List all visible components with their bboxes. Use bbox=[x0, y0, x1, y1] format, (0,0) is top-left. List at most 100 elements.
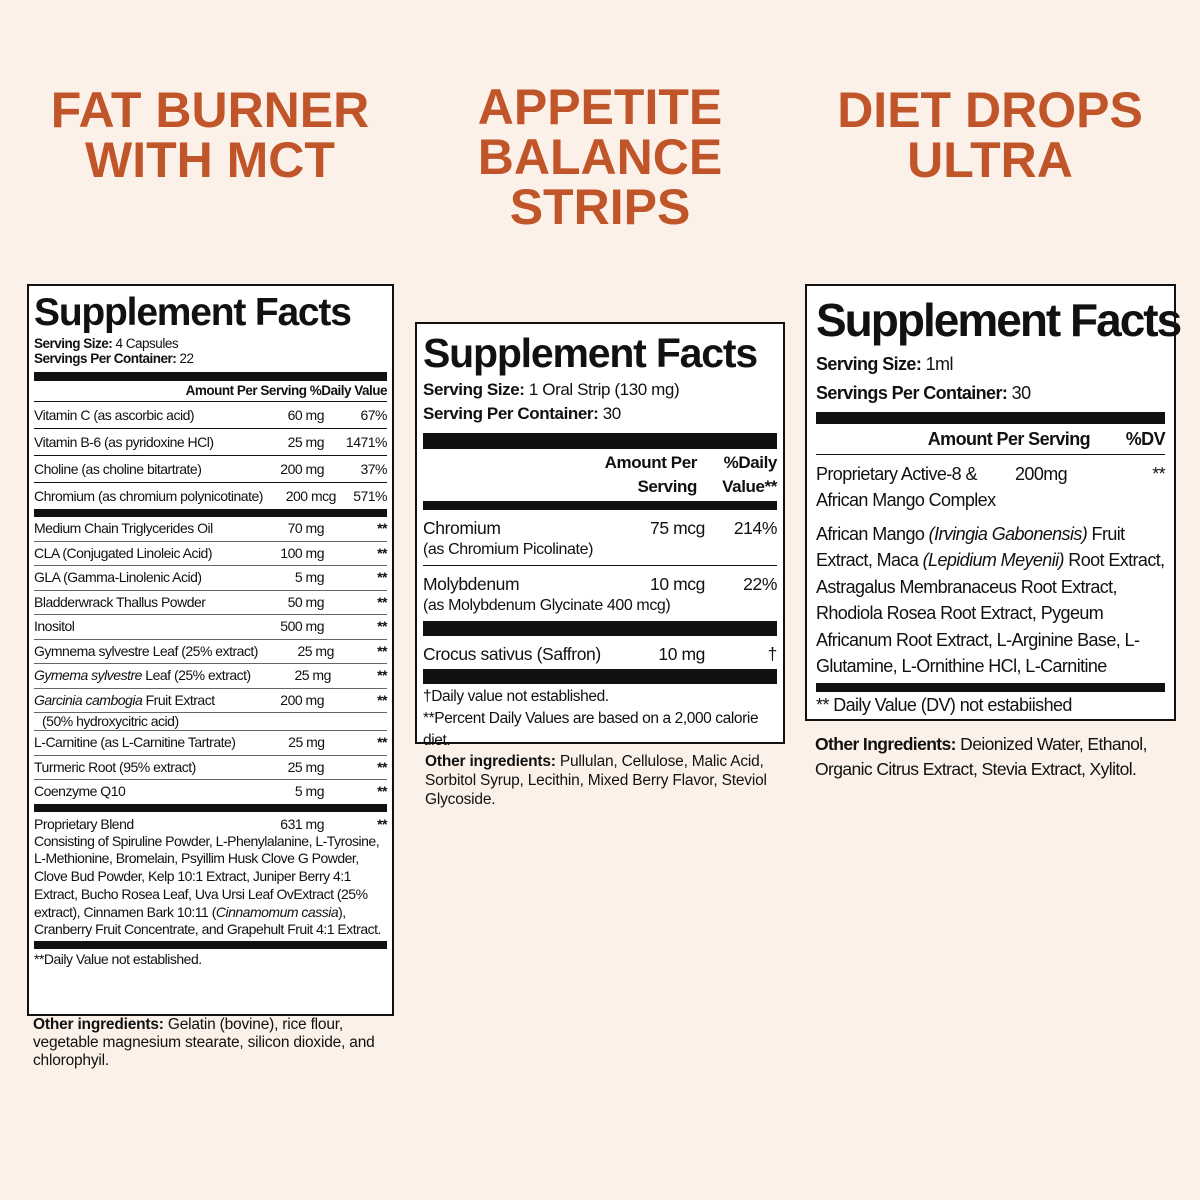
ingredient-name: Chromium bbox=[423, 518, 605, 539]
ingredient-subtext: African Mango Complex bbox=[816, 490, 996, 510]
ingredient-name: Crocus sativus (Saffron) bbox=[423, 644, 605, 665]
ingredient-dv: 67% bbox=[360, 407, 387, 423]
nutrient-row: Crocus sativus (Saffron) 10 mg † bbox=[423, 636, 777, 669]
amount-header: Amount Per Serving bbox=[927, 429, 1091, 449]
title-line: STRIPS bbox=[509, 179, 691, 235]
servings-per-container: Servings Per Container: 22 bbox=[34, 351, 387, 366]
ingredient-name: Bladderwrack Thallus Powder bbox=[34, 591, 234, 615]
ingredient-dv: 22% bbox=[743, 574, 777, 594]
text-segment: African Mango bbox=[816, 524, 929, 544]
header-line: Serving bbox=[637, 477, 697, 496]
nutrient-group: Medium Chain Triglycerides Oil 70 mg ** CLA… bbox=[34, 517, 388, 804]
ingredient-name: GLA (Gamma-Linolenic Acid) bbox=[34, 566, 234, 590]
amount-header: Amount Per Serving bbox=[577, 451, 698, 499]
nutrient-row: Chromium 75 mcg 214% (as Chromium Picolinat… bbox=[423, 510, 777, 565]
text-segment: Root Extract, Astragalus Membranaceus Ro… bbox=[816, 550, 1165, 677]
ingredient-dv: ** bbox=[377, 691, 387, 708]
ingredient-amount: 70 mg bbox=[287, 520, 325, 536]
nutrient-row: Molybdenum 10 mcg 22% (as Molybdenum Glycin… bbox=[423, 566, 777, 621]
nutrient-row: GLA (Gamma-Linolenic Acid) 5 mg ** bbox=[34, 566, 388, 591]
text-segment: Medium Chain Triglycerides Oil bbox=[34, 520, 213, 536]
text-segment: Vitamin B-6 (as pyridoxine HCl) bbox=[34, 434, 214, 450]
nutrient-row: Inositol 500 mg ** bbox=[34, 615, 388, 640]
text-segment: Proprietary Active-8 & bbox=[816, 464, 977, 484]
serving-size-label: Serving Size: bbox=[34, 336, 113, 351]
product-title-fat-burner: FAT BURNER WITH MCT bbox=[20, 85, 400, 185]
divider-bar bbox=[423, 621, 777, 636]
ingredient-name: Proprietary Active-8 & bbox=[816, 461, 1015, 487]
ingredient-amount: 5 mg bbox=[294, 783, 325, 799]
divider-bar bbox=[34, 941, 387, 950]
nutrient-line: Molybdenum 10 mcg 22% bbox=[423, 574, 777, 595]
servings-per-container: Serving Per Container: 30 bbox=[423, 402, 777, 426]
divider-bar bbox=[423, 669, 777, 684]
nutrient-line: Choline (as choline bitartrate) 200 mg 37% bbox=[34, 455, 388, 482]
ingredient-name: Garcinia cambogia Fruit Extract bbox=[34, 689, 234, 713]
footnote: **Percent Daily Values are based on a 2,… bbox=[423, 710, 759, 749]
ingredient-name: Vitamin C (as ascorbic acid) bbox=[34, 402, 234, 428]
other-ingredients-diet-drops: Other Ingredients: Deionized Water, Etha… bbox=[815, 732, 1175, 782]
ingredient-amount: 10 mg bbox=[658, 644, 705, 664]
nutrient-line: Chromium (as chromium polynicotinate) 200… bbox=[34, 482, 388, 509]
nutrient-row: Medium Chain Triglycerides Oil 70 mg ** bbox=[34, 517, 388, 542]
serving-size-value: 4 Capsules bbox=[112, 336, 179, 351]
nutrient-row: Proprietary Active-8 & 200mg ** African Man… bbox=[816, 455, 1166, 513]
ingredient-name: Medium Chain Triglycerides Oil bbox=[34, 517, 234, 541]
title-line: WITH MCT bbox=[85, 132, 335, 188]
text-segment: (Irvingia Gabonensis) bbox=[928, 524, 1088, 544]
nutrient-line: Inositol 500 mg ** bbox=[34, 615, 388, 639]
ingredient-amount: 50 mg bbox=[287, 593, 325, 610]
ingredient-name: Molybdenum bbox=[423, 574, 605, 595]
supplement-facts-appetite-strips: Supplement Facts Serving Size: 1 Oral St… bbox=[415, 322, 785, 749]
nutrient-line: Proprietary Active-8 & 200mg ** bbox=[816, 461, 1166, 487]
other-ingredients-text: Gelatin (bovine), rice flour, vegetable … bbox=[33, 1016, 375, 1069]
ingredient-dv: ** bbox=[377, 569, 387, 585]
text-segment: Garcinia cambogia bbox=[34, 691, 143, 708]
text-segment: Gymnema sylvestre Leaf (25% extract) bbox=[34, 642, 258, 659]
ingredient-name: Turmeric Root (95% extract) bbox=[34, 756, 234, 780]
supplement-facts-fat-burner: Supplement Facts Serving Size: 4 Capsule… bbox=[27, 284, 394, 1016]
ingredient-name: Gymema sylvestre Leaf (25% extract) bbox=[34, 664, 251, 688]
nutrient-row: CLA (Conjugated Linoleic Acid) 100 mg ** bbox=[34, 542, 388, 566]
ingredient-name: Choline (as choline bitartrate) bbox=[34, 456, 234, 482]
text-segment: L-Carnitine (as L-Carnitine Tartrate) bbox=[34, 734, 236, 750]
servings-label: Servings Per Container: bbox=[34, 351, 177, 366]
nutrient-row: Gymema sylvestre Leaf (25% extract) 25 mg… bbox=[34, 664, 388, 689]
footnotes: †Daily value not established. **Percent … bbox=[423, 684, 777, 752]
product-title-appetite-strips: APPETITE BALANCE STRIPS bbox=[410, 82, 790, 232]
ingredient-amount: 75 mcg bbox=[650, 518, 705, 538]
ingredient-amount: 200 mcg bbox=[285, 488, 337, 504]
text-segment: ), Cranberry Fruit Concentrate, and Grap… bbox=[34, 903, 381, 938]
dv-header: %DV bbox=[1125, 429, 1166, 449]
ingredient-name: L-Carnitine (as L-Carnitine Tartrate) bbox=[34, 731, 236, 755]
nutrient-row: L-Carnitine (as L-Carnitine Tartrate) 25 … bbox=[34, 731, 388, 756]
footnote: †Daily value not established. bbox=[423, 688, 609, 705]
ingredient-amount: 25 mg bbox=[297, 642, 334, 659]
ingredient-amount: 200 mg bbox=[280, 691, 324, 708]
ingredient-list: African Mango (Irvingia Gabonensis) Frui… bbox=[816, 513, 1165, 683]
nutrient-line: Gymema sylvestre Leaf (25% extract) 25 mg… bbox=[34, 664, 388, 688]
footnote: **Daily Value not established. bbox=[34, 951, 202, 968]
text-segment: (Lepidium Meyenii) bbox=[922, 550, 1065, 571]
serving-size-label: Serving Size: bbox=[816, 354, 922, 374]
ingredient-amount: 200mg bbox=[1015, 464, 1068, 484]
serving-size: Serving Size: 4 Capsules bbox=[34, 336, 387, 351]
text-segment: Gymema sylvestre bbox=[34, 667, 142, 683]
servings-per-container: Servings Per Container: 30 bbox=[816, 379, 1165, 408]
servings-label: Serving Per Container: bbox=[423, 404, 599, 423]
text-segment: Chromium bbox=[423, 518, 501, 538]
servings-value: 30 bbox=[598, 404, 622, 423]
nutrient-line: GLA (Gamma-Linolenic Acid) 5 mg ** bbox=[34, 566, 388, 590]
supplement-facts-diet-drops: Supplement Facts Serving Size: 1ml Servi… bbox=[805, 284, 1182, 721]
ingredient-dv: ** bbox=[377, 734, 387, 750]
text-segment: Bladderwrack Thallus Powder bbox=[34, 593, 206, 610]
ingredient-dv: ** bbox=[377, 758, 387, 775]
ingredient-dv: 1471% bbox=[345, 434, 388, 450]
text-segment: Choline (as choline bitartrate) bbox=[34, 461, 202, 477]
nutrient-row: Coenzyme Q10 5 mg ** bbox=[34, 780, 388, 804]
serving-size: Serving Size: 1 Oral Strip (130 mg) bbox=[423, 378, 777, 402]
divider-line bbox=[816, 454, 1165, 455]
divider-line bbox=[423, 565, 777, 566]
ingredient-dv: ** bbox=[377, 815, 387, 832]
text-segment: Cinnamomum cassia bbox=[215, 903, 339, 920]
